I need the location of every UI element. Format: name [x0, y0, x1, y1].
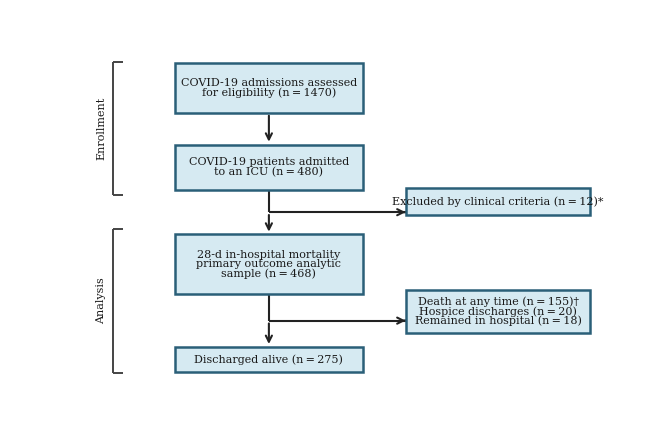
Text: 28-d in-hospital mortality: 28-d in-hospital mortality [198, 250, 341, 260]
FancyBboxPatch shape [175, 63, 363, 113]
Text: Death at any time (n = 155)†: Death at any time (n = 155)† [417, 296, 579, 307]
FancyBboxPatch shape [175, 347, 363, 372]
Text: Analysis: Analysis [96, 277, 106, 324]
Text: sample (n = 468): sample (n = 468) [222, 269, 317, 280]
FancyBboxPatch shape [406, 290, 591, 333]
Text: Enrollment: Enrollment [96, 97, 106, 160]
Text: primary outcome analytic: primary outcome analytic [196, 259, 341, 269]
FancyBboxPatch shape [406, 188, 591, 215]
Text: for eligibility (n = 1470): for eligibility (n = 1470) [202, 88, 336, 98]
Text: COVID-19 patients admitted: COVID-19 patients admitted [189, 157, 349, 168]
Text: Hospice discharges (n = 20): Hospice discharges (n = 20) [419, 306, 577, 317]
FancyBboxPatch shape [175, 234, 363, 294]
Text: to an ICU (n = 480): to an ICU (n = 480) [214, 167, 323, 177]
Text: COVID-19 admissions assessed: COVID-19 admissions assessed [181, 78, 357, 88]
Text: Excluded by clinical criteria (n = 12)*: Excluded by clinical criteria (n = 12)* [392, 196, 603, 207]
Text: Discharged alive (n = 275): Discharged alive (n = 275) [194, 354, 343, 365]
FancyBboxPatch shape [175, 144, 363, 190]
Text: Remained in hospital (n = 18): Remained in hospital (n = 18) [415, 316, 581, 326]
